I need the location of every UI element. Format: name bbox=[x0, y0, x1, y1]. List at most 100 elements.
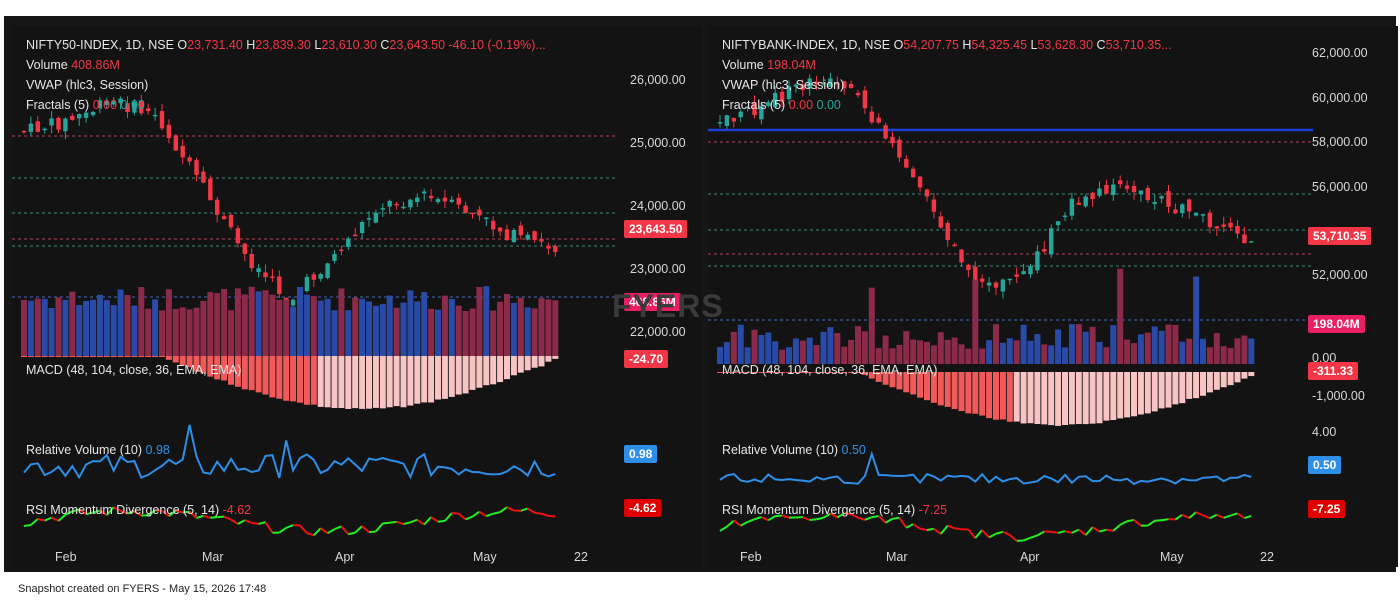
rsi-segment bbox=[223, 515, 232, 521]
rsi-segment bbox=[878, 515, 887, 524]
volume-bar bbox=[972, 279, 979, 364]
candle-body bbox=[1228, 222, 1233, 228]
volume-bar bbox=[497, 301, 504, 356]
macd-bar bbox=[200, 356, 207, 374]
rsi-segment bbox=[1071, 528, 1080, 534]
rsi-segment bbox=[175, 509, 183, 514]
candle-body bbox=[1014, 274, 1019, 277]
volume-bar bbox=[138, 287, 145, 356]
volume-bar bbox=[868, 287, 875, 364]
volume-bar bbox=[179, 307, 186, 356]
volume-bar bbox=[917, 340, 924, 364]
macd-bar bbox=[27, 356, 34, 357]
macd-legend[interactable]: MACD (48, 104, close, 36, EMA, EMA) bbox=[722, 363, 937, 377]
macd-legend[interactable]: MACD (48, 104, close, 36, EMA, EMA) bbox=[26, 363, 241, 377]
candle-body bbox=[890, 136, 895, 144]
last-price-tag: 53,710.35 bbox=[1308, 227, 1372, 245]
candle-body bbox=[353, 234, 358, 237]
rsi-legend[interactable]: RSI Momentum Divergence (5, 14) -7.25 bbox=[722, 503, 947, 517]
candle-body bbox=[166, 124, 172, 138]
rsi-legend[interactable]: RSI Momentum Divergence (5, 14) -4.62 bbox=[26, 503, 251, 517]
macd-bar bbox=[979, 372, 986, 416]
rsi-segment bbox=[1057, 530, 1066, 534]
volume-bar bbox=[1117, 268, 1124, 364]
macd-bar bbox=[228, 356, 234, 385]
rsi-segment bbox=[168, 510, 177, 517]
candle-body bbox=[415, 197, 420, 203]
volume-bar bbox=[21, 299, 27, 356]
macd-tag: -24.70 bbox=[624, 350, 669, 368]
volume-bar bbox=[799, 340, 806, 364]
volume-bar bbox=[958, 344, 965, 364]
rsi-segment bbox=[203, 514, 211, 519]
volume-bar bbox=[1089, 326, 1096, 364]
candle-body bbox=[449, 199, 454, 202]
fractals-legend[interactable]: Fractals (5) 0.00 0.00 bbox=[722, 98, 841, 112]
volume-label: Volume bbox=[722, 58, 764, 72]
volume-legend[interactable]: Volume 408.86M bbox=[26, 58, 120, 72]
rsi-segment bbox=[1084, 526, 1094, 536]
candle-body bbox=[993, 282, 999, 288]
chart-panel-nifty50[interactable]: NIFTY50-INDEX, 1D, NSE O23,731.40 H23,83… bbox=[12, 26, 702, 567]
macd-bar bbox=[723, 372, 730, 373]
macd-bar bbox=[1206, 372, 1213, 393]
candle-body bbox=[897, 139, 902, 158]
macd-bar bbox=[379, 356, 386, 409]
candle-body bbox=[1235, 225, 1240, 234]
volume-bar bbox=[855, 326, 861, 364]
rsi-segment bbox=[892, 516, 900, 520]
macd-bar bbox=[1234, 372, 1241, 383]
macd-bar bbox=[83, 356, 90, 357]
macd-bar bbox=[1137, 372, 1144, 415]
relvol-legend[interactable]: Relative Volume (10) 0.98 bbox=[26, 443, 170, 457]
price-axis-label: 23,000.00 bbox=[630, 262, 686, 276]
macd-bar bbox=[303, 356, 310, 405]
macd-bar bbox=[1124, 372, 1131, 418]
candle-body bbox=[959, 249, 964, 263]
candle-body bbox=[945, 222, 950, 240]
candle-body bbox=[21, 130, 27, 133]
volume-bar bbox=[241, 294, 248, 356]
rsi-segment bbox=[437, 519, 446, 523]
volume-bar bbox=[744, 347, 751, 364]
rsi-segment bbox=[802, 516, 811, 521]
volume-bar bbox=[882, 335, 889, 364]
volume-bar bbox=[345, 310, 352, 356]
vwap-legend[interactable]: VWAP (hlc3, Session) bbox=[722, 78, 844, 92]
vwap-legend[interactable]: VWAP (hlc3, Session) bbox=[26, 78, 148, 92]
volume-bar bbox=[462, 310, 469, 356]
nifty50-chart-canvas[interactable] bbox=[12, 26, 702, 567]
macd-bar bbox=[1165, 372, 1172, 408]
volume-bar bbox=[228, 310, 234, 356]
volume-bar bbox=[1110, 325, 1117, 364]
candle-body bbox=[731, 118, 736, 122]
volume-legend[interactable]: Volume 198.04M bbox=[722, 58, 816, 72]
rsi-segment bbox=[995, 530, 1004, 535]
volume-bar bbox=[103, 300, 110, 356]
fractals-legend[interactable]: Fractals (5) 0.00 0.00 bbox=[26, 98, 145, 112]
rsi-segment bbox=[754, 516, 762, 521]
candle-body bbox=[125, 103, 130, 113]
candle-body bbox=[422, 191, 427, 194]
volume-bar bbox=[1158, 330, 1165, 364]
candle-body bbox=[159, 111, 165, 129]
rsi-segment bbox=[30, 518, 39, 526]
volume-bar bbox=[476, 286, 483, 356]
relvol-legend[interactable]: Relative Volume (10) 0.50 bbox=[722, 443, 866, 457]
volume-bar bbox=[421, 292, 428, 356]
macd-bar bbox=[1213, 372, 1220, 390]
candle-body bbox=[1159, 196, 1164, 199]
rsi-segment bbox=[1236, 512, 1245, 519]
niftybank-chart-canvas[interactable] bbox=[708, 26, 1398, 567]
macd-bar bbox=[103, 356, 110, 357]
macd-bar bbox=[986, 372, 993, 419]
volume-bar bbox=[1131, 343, 1137, 364]
rsi-segment bbox=[926, 527, 935, 532]
volume-bar bbox=[896, 344, 903, 364]
volume-bar bbox=[1103, 347, 1110, 364]
macd-bar bbox=[717, 372, 723, 373]
rsi-segment bbox=[334, 525, 342, 531]
macd-bar bbox=[517, 356, 524, 373]
chart-panel-niftybank[interactable]: NIFTYBANK-INDEX, 1D, NSE O54,207.75 H54,… bbox=[708, 26, 1398, 567]
volume-bar bbox=[538, 298, 545, 356]
